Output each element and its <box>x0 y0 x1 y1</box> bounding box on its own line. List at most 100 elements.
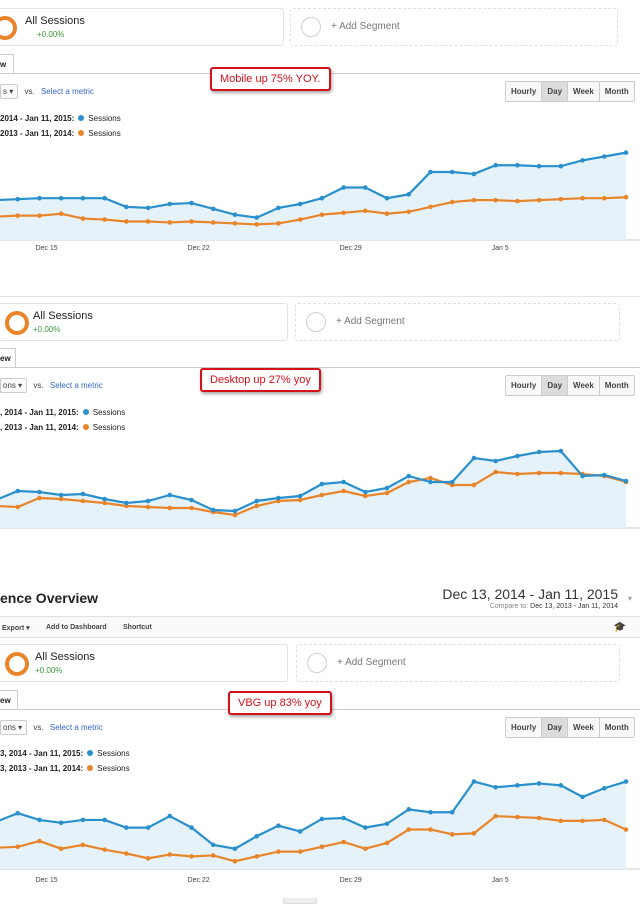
previous-point[interactable] <box>58 496 64 502</box>
tab-overview[interactable]: ew <box>0 348 16 368</box>
current-point[interactable] <box>210 206 216 212</box>
current-point[interactable] <box>341 479 346 485</box>
current-point[interactable] <box>167 813 173 819</box>
hourly-button[interactable]: Hourly <box>511 723 537 732</box>
current-point[interactable] <box>276 823 281 828</box>
shortcut-button[interactable]: Shortcut <box>123 624 152 631</box>
current-point[interactable] <box>384 195 390 201</box>
day-button[interactable]: Day <box>541 82 568 101</box>
previous-point[interactable] <box>15 504 21 510</box>
segment-card[interactable]: All Sessions +0.00% <box>0 8 284 46</box>
previous-point[interactable] <box>232 221 238 226</box>
previous-point[interactable] <box>232 512 238 518</box>
month-button[interactable]: Month <box>598 82 634 101</box>
current-point[interactable] <box>167 492 173 498</box>
add-to-dashboard-button[interactable]: Add to Dashboard <box>46 624 107 631</box>
previous-point[interactable] <box>384 490 390 496</box>
previous-point[interactable] <box>471 482 477 488</box>
previous-point[interactable] <box>471 197 477 203</box>
previous-point[interactable] <box>363 208 368 214</box>
current-point[interactable] <box>254 498 259 504</box>
current-point[interactable] <box>580 473 585 479</box>
previous-point[interactable] <box>558 818 564 824</box>
add-segment-button[interactable]: + Add Segment <box>290 8 618 46</box>
previous-point[interactable] <box>406 209 412 215</box>
previous-point[interactable] <box>167 505 173 511</box>
graduation-cap-icon[interactable]: 🎓 <box>613 622 626 633</box>
current-point[interactable] <box>406 473 412 479</box>
tab-overview[interactable]: w <box>0 54 14 74</box>
current-point[interactable] <box>145 825 151 830</box>
current-point[interactable] <box>102 817 107 823</box>
previous-point[interactable] <box>515 471 520 477</box>
previous-point[interactable] <box>210 853 216 858</box>
previous-point[interactable] <box>558 196 564 202</box>
previous-point[interactable] <box>319 492 325 498</box>
previous-point[interactable] <box>145 856 151 861</box>
current-point[interactable] <box>145 205 151 211</box>
day-button[interactable]: Day <box>541 376 568 395</box>
previous-point[interactable] <box>145 504 151 510</box>
current-point[interactable] <box>623 478 629 484</box>
previous-point[interactable] <box>428 475 433 481</box>
current-point[interactable] <box>210 842 216 848</box>
previous-point[interactable] <box>428 204 433 210</box>
current-point[interactable] <box>623 150 629 155</box>
select-metric-link[interactable]: Select a metric <box>40 87 94 96</box>
previous-point[interactable] <box>254 854 259 859</box>
current-point[interactable] <box>254 833 259 839</box>
current-point[interactable] <box>471 455 477 461</box>
current-point[interactable] <box>232 508 238 514</box>
previous-point[interactable] <box>145 219 151 224</box>
segment-card[interactable]: All Sessions +0.00% <box>0 644 288 682</box>
sessions-chart-desktop[interactable] <box>0 428 640 538</box>
current-point[interactable] <box>319 481 325 487</box>
current-point[interactable] <box>15 488 21 494</box>
current-point[interactable] <box>515 783 520 788</box>
day-button[interactable]: Day <box>541 718 568 737</box>
previous-point[interactable] <box>428 827 433 832</box>
current-point[interactable] <box>210 507 216 513</box>
previous-point[interactable] <box>406 479 412 485</box>
previous-point[interactable] <box>297 497 303 503</box>
month-button[interactable]: Month <box>598 718 634 737</box>
current-point[interactable] <box>232 212 238 217</box>
current-point[interactable] <box>428 479 433 485</box>
previous-point[interactable] <box>189 854 194 859</box>
previous-point[interactable] <box>341 210 346 216</box>
current-point[interactable] <box>471 779 477 784</box>
current-point[interactable] <box>601 472 607 478</box>
add-segment-button[interactable]: + Add Segment <box>296 644 620 682</box>
select-metric-link[interactable]: Select a metric <box>49 723 103 732</box>
current-point[interactable] <box>124 500 129 506</box>
select-metric-link[interactable]: Select a metric <box>49 381 103 390</box>
previous-point[interactable] <box>297 849 303 854</box>
current-point[interactable] <box>363 185 368 190</box>
current-point[interactable] <box>297 201 303 207</box>
current-point[interactable] <box>341 815 346 821</box>
previous-point[interactable] <box>580 818 585 824</box>
metric-select[interactable]: ons ▾ <box>0 720 28 735</box>
previous-point[interactable] <box>449 832 455 837</box>
current-point[interactable] <box>37 195 42 201</box>
export-button[interactable]: Export ▾ <box>2 625 30 632</box>
current-point[interactable] <box>80 195 86 201</box>
current-point[interactable] <box>558 163 564 169</box>
current-point[interactable] <box>15 196 21 202</box>
hourly-button[interactable]: Hourly <box>511 381 537 390</box>
add-segment-button[interactable]: + Add Segment <box>295 303 620 341</box>
previous-point[interactable] <box>601 817 607 823</box>
previous-point[interactable] <box>80 498 86 504</box>
month-button[interactable]: Month <box>598 376 634 395</box>
current-point[interactable] <box>580 794 585 800</box>
current-point[interactable] <box>276 205 281 211</box>
previous-point[interactable] <box>210 220 216 225</box>
current-point[interactable] <box>536 163 542 169</box>
previous-point[interactable] <box>276 221 281 226</box>
previous-point[interactable] <box>102 217 107 222</box>
current-point[interactable] <box>363 825 368 830</box>
current-point[interactable] <box>363 489 368 495</box>
current-point[interactable] <box>189 200 194 206</box>
previous-point[interactable] <box>254 503 259 509</box>
current-point[interactable] <box>297 493 303 499</box>
